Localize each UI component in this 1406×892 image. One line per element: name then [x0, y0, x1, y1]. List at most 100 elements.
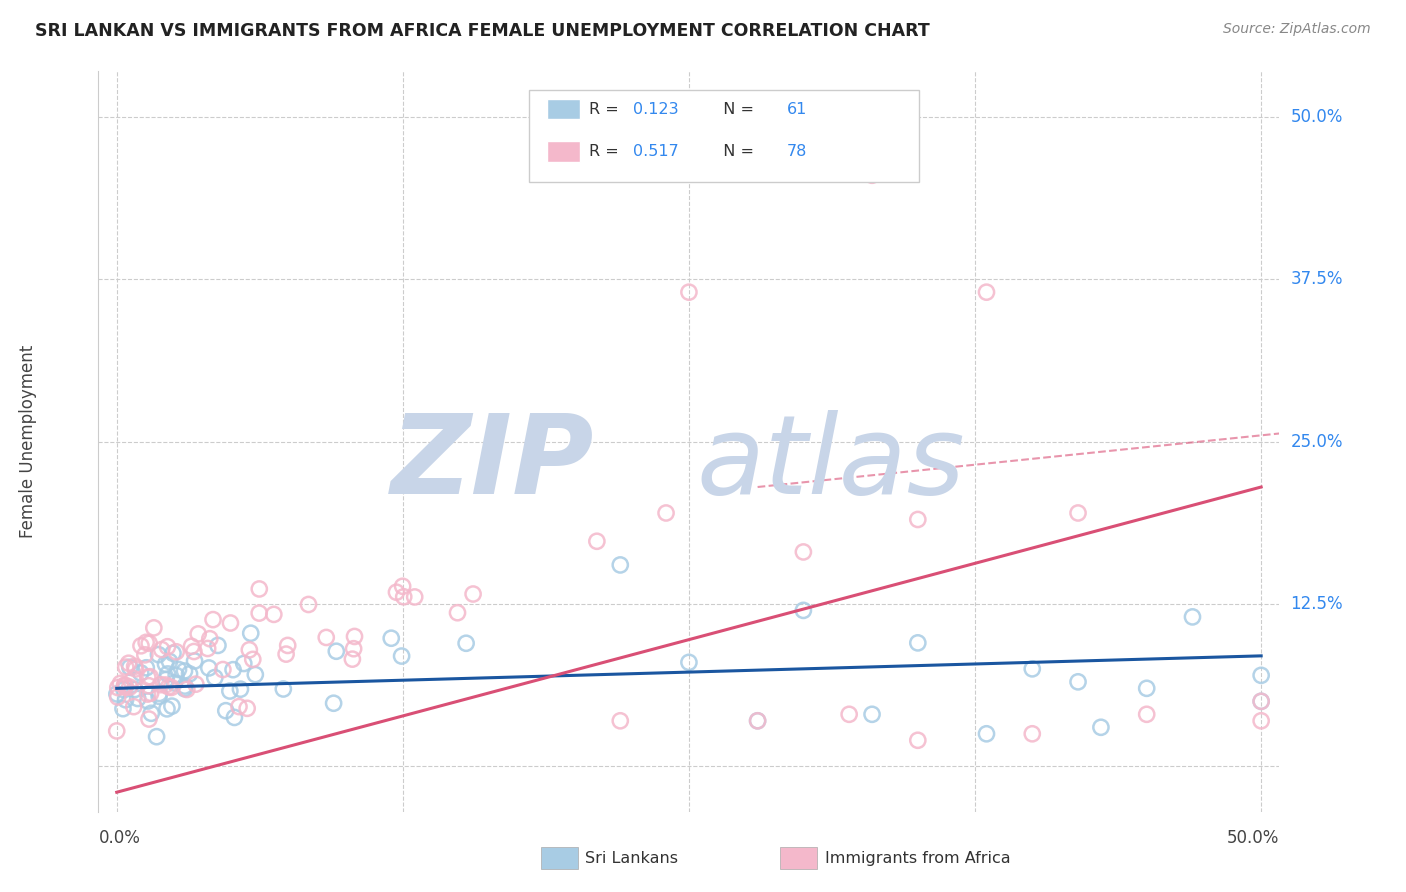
- Point: [202, 613, 225, 627]
- Point: [1067, 506, 1090, 520]
- Text: N =: N =: [713, 102, 759, 117]
- Point: [297, 598, 319, 612]
- Point: [136, 694, 159, 708]
- Point: [219, 615, 242, 630]
- Text: 37.5%: 37.5%: [1291, 270, 1343, 288]
- Point: [274, 647, 297, 661]
- Point: [173, 679, 195, 693]
- Point: [117, 657, 139, 671]
- Point: [165, 645, 187, 659]
- Point: [135, 635, 157, 649]
- Point: [138, 636, 160, 650]
- Point: [114, 660, 136, 674]
- Point: [218, 684, 240, 698]
- Point: [156, 702, 179, 716]
- Point: [184, 677, 207, 691]
- Text: Female Unemployment: Female Unemployment: [18, 345, 37, 538]
- Point: [114, 678, 136, 692]
- Point: [247, 582, 270, 596]
- Point: [156, 667, 179, 681]
- Point: [114, 679, 136, 693]
- Text: Sri Lankans: Sri Lankans: [585, 851, 678, 865]
- Point: [609, 558, 631, 572]
- Point: [907, 636, 929, 650]
- Point: [232, 657, 254, 671]
- Point: [315, 631, 337, 645]
- Point: [148, 648, 170, 662]
- Point: [838, 707, 860, 722]
- Point: [112, 682, 135, 697]
- Point: [263, 607, 285, 622]
- Point: [907, 512, 929, 526]
- Point: [1067, 674, 1090, 689]
- Point: [392, 590, 415, 604]
- Point: [325, 644, 347, 658]
- Point: [142, 621, 165, 635]
- Point: [107, 690, 129, 704]
- Point: [127, 691, 149, 706]
- Text: 0.0%: 0.0%: [98, 829, 141, 847]
- Point: [159, 655, 181, 669]
- Point: [157, 680, 180, 694]
- Point: [107, 681, 129, 695]
- Point: [1090, 720, 1112, 734]
- Point: [236, 701, 259, 715]
- Point: [122, 699, 145, 714]
- Point: [342, 652, 364, 666]
- Point: [322, 696, 344, 710]
- Point: [124, 662, 146, 676]
- Text: Immigrants from Africa: Immigrants from Africa: [825, 851, 1011, 865]
- Point: [105, 687, 128, 701]
- Point: [273, 681, 295, 696]
- Point: [404, 590, 426, 604]
- Point: [163, 676, 186, 690]
- Point: [160, 699, 183, 714]
- Point: [173, 681, 195, 696]
- Point: [197, 641, 219, 656]
- Point: [245, 667, 267, 681]
- Text: Source: ZipAtlas.com: Source: ZipAtlas.com: [1223, 22, 1371, 37]
- Point: [145, 730, 167, 744]
- Text: 0.517: 0.517: [634, 144, 679, 159]
- Point: [150, 642, 173, 657]
- Point: [155, 657, 177, 672]
- Text: 50.0%: 50.0%: [1291, 108, 1343, 126]
- Point: [229, 682, 252, 697]
- Point: [167, 663, 190, 677]
- Point: [176, 682, 198, 697]
- Point: [860, 707, 883, 722]
- Point: [385, 585, 408, 599]
- Point: [247, 606, 270, 620]
- Point: [792, 603, 814, 617]
- Text: 0.123: 0.123: [634, 102, 679, 117]
- Point: [114, 680, 136, 694]
- Point: [129, 639, 152, 653]
- Point: [747, 714, 769, 728]
- Point: [391, 579, 413, 593]
- Point: [183, 644, 205, 658]
- Point: [183, 654, 205, 668]
- Point: [198, 632, 221, 646]
- Point: [1136, 681, 1159, 696]
- Point: [111, 701, 134, 715]
- Point: [148, 690, 170, 704]
- Point: [792, 545, 814, 559]
- Point: [141, 706, 163, 721]
- Point: [138, 712, 160, 726]
- Point: [238, 642, 260, 657]
- Point: [907, 733, 929, 747]
- Point: [1250, 694, 1272, 708]
- Text: SRI LANKAN VS IMMIGRANTS FROM AFRICA FEMALE UNEMPLOYMENT CORRELATION CHART: SRI LANKAN VS IMMIGRANTS FROM AFRICA FEM…: [35, 22, 929, 40]
- FancyBboxPatch shape: [530, 90, 920, 183]
- Point: [204, 671, 226, 685]
- Point: [110, 676, 132, 690]
- Point: [343, 641, 366, 656]
- Point: [747, 714, 769, 728]
- Point: [136, 687, 159, 701]
- Point: [122, 672, 145, 686]
- Point: [124, 659, 146, 673]
- Text: 50.0%: 50.0%: [1227, 829, 1279, 847]
- Point: [976, 727, 998, 741]
- Point: [105, 723, 128, 738]
- Point: [609, 714, 631, 728]
